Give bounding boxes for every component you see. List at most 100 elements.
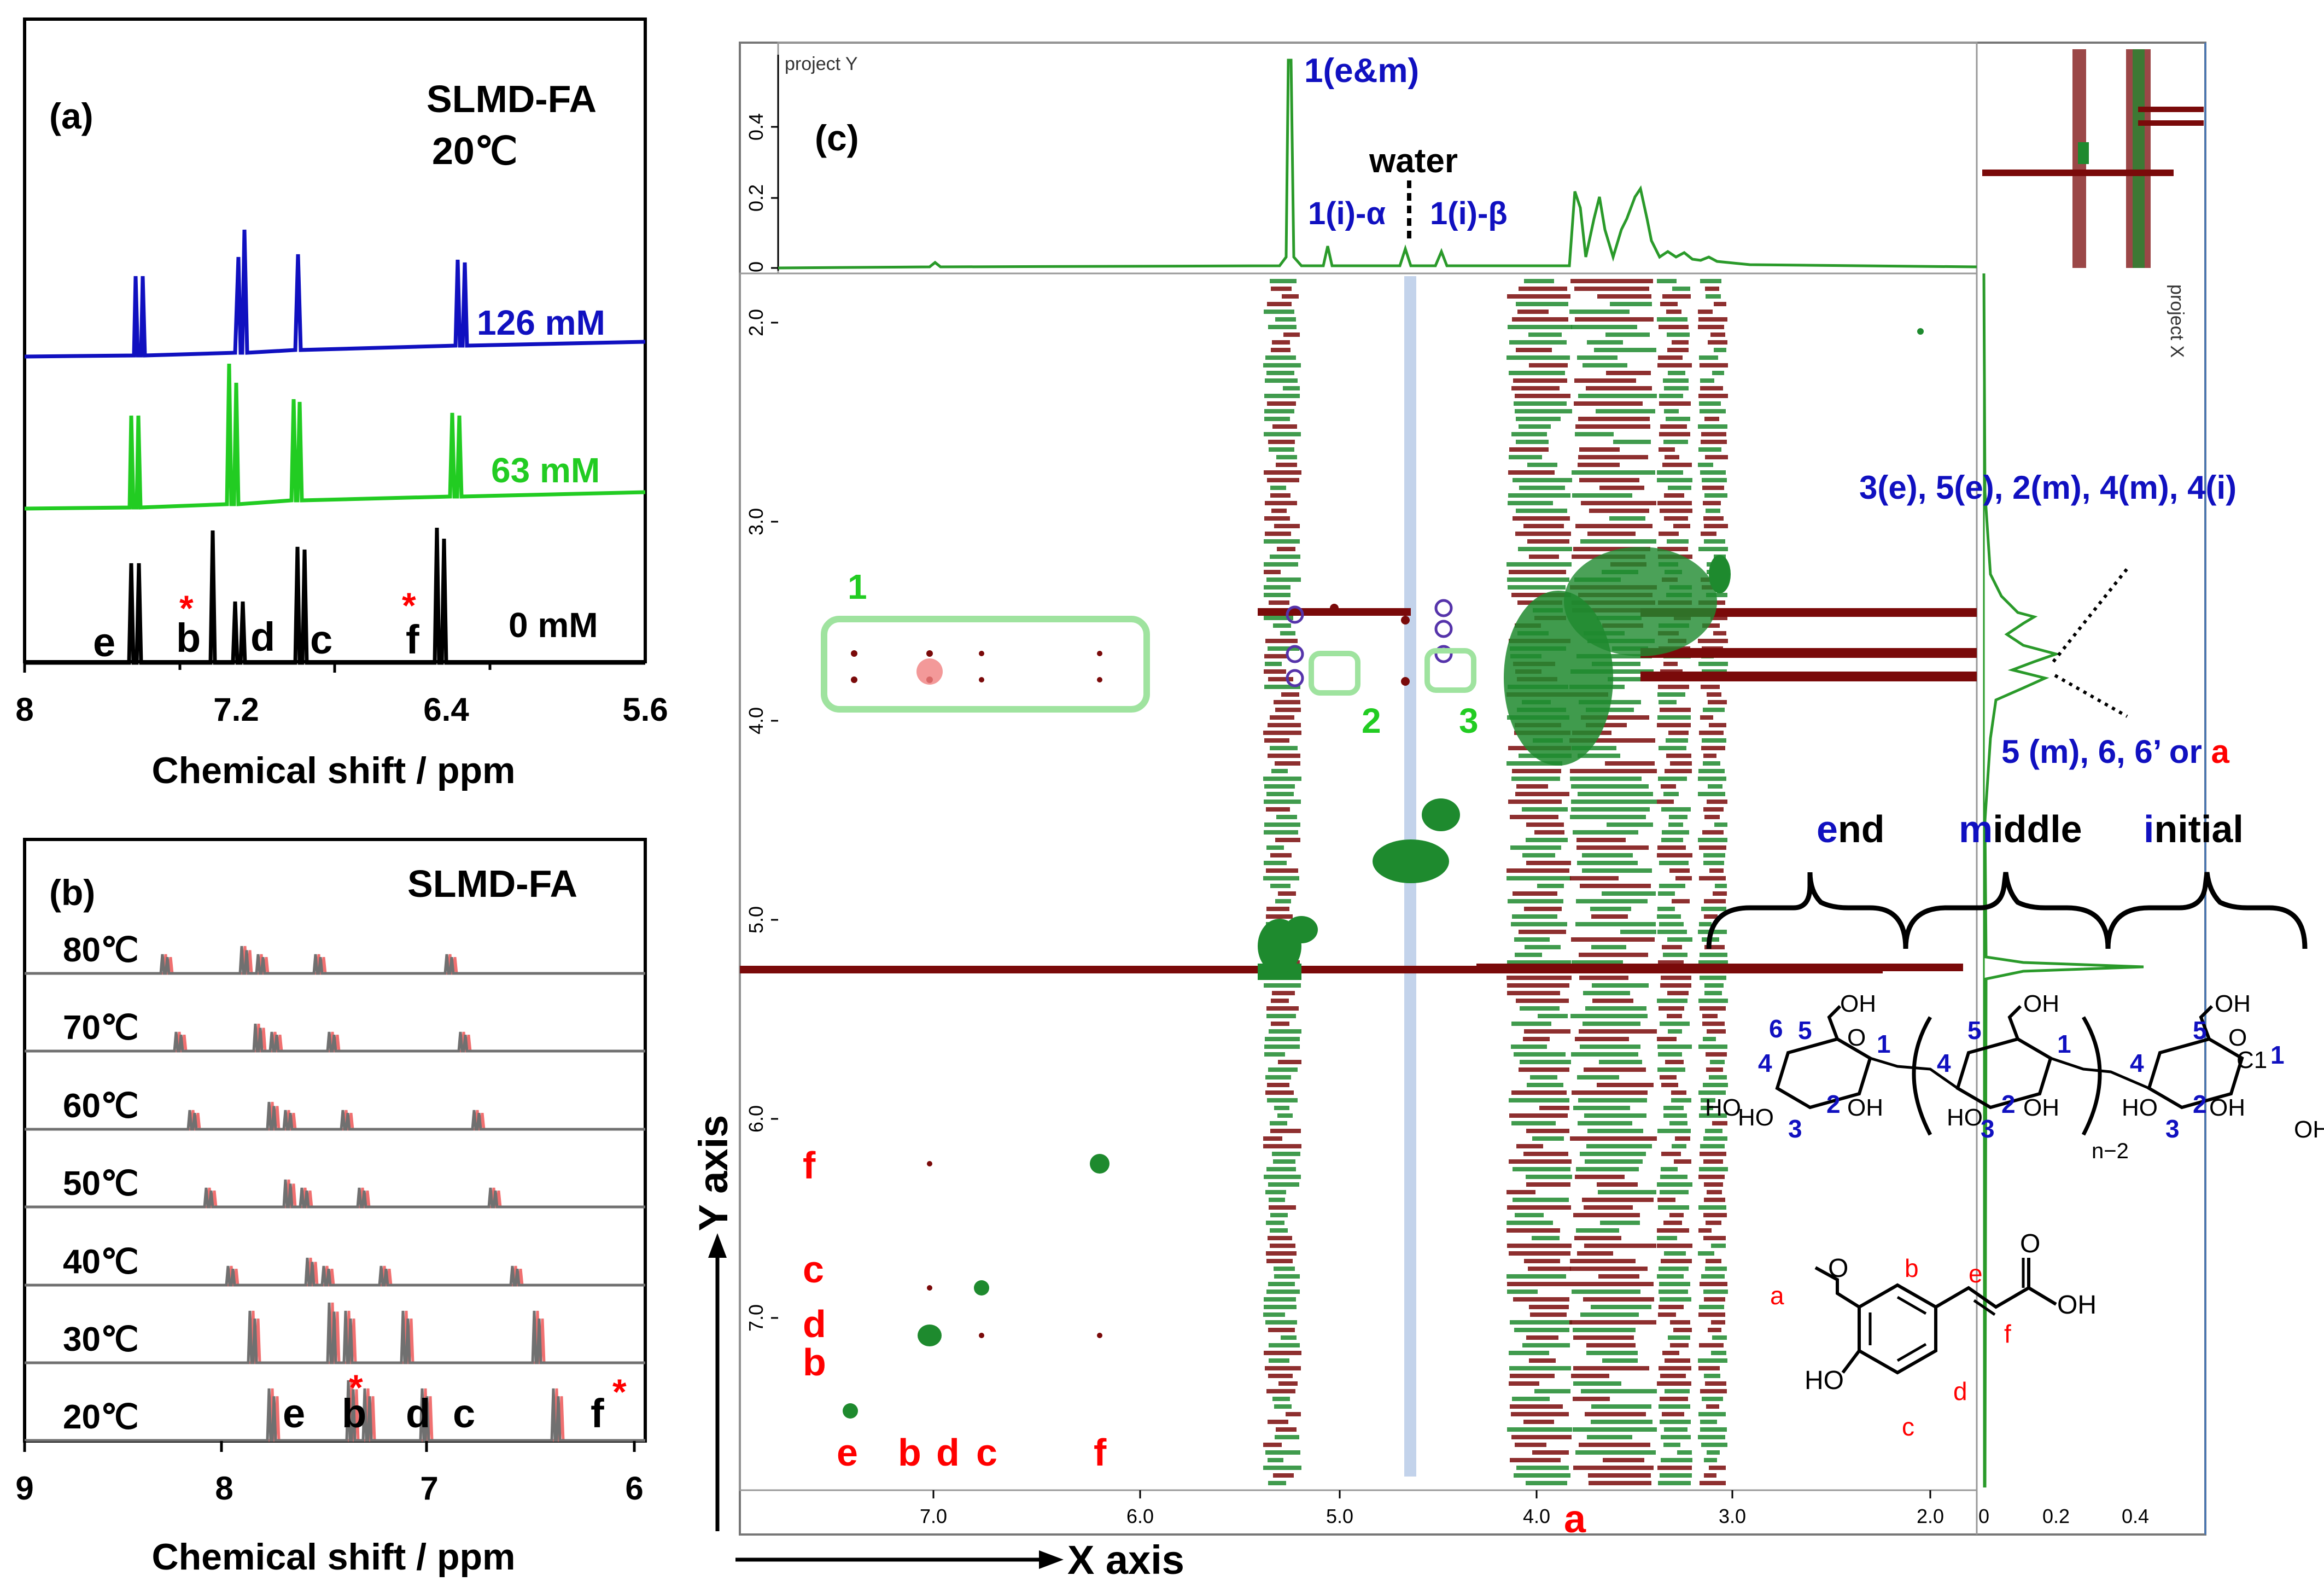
streak-segment: [1675, 876, 1692, 880]
streak-segment: [1705, 1267, 1727, 1271]
streak-segment: [1263, 731, 1301, 735]
streak-segment: [1511, 386, 1560, 390]
label-end-text: nd: [1838, 808, 1885, 850]
c3-mid: 3: [1981, 1115, 1995, 1143]
streak-segment: [1576, 899, 1648, 903]
streak-segment: [1582, 853, 1633, 857]
streak-segment: [1705, 455, 1728, 459]
purple-markers: [1286, 599, 1453, 687]
streak-segment: [1671, 1090, 1686, 1095]
streak-segment: [1266, 1259, 1293, 1263]
streak-segment: [1706, 1259, 1721, 1263]
streak-segment: [1660, 1374, 1686, 1378]
streak-segment: [1264, 1305, 1297, 1309]
streak-segment: [1664, 1251, 1686, 1256]
streak-segment: [1657, 692, 1685, 697]
streak-segment: [1675, 1136, 1690, 1141]
streak-segment: [1573, 1106, 1630, 1110]
panel-a-xtick: 5.6: [622, 691, 668, 728]
streak-segment: [1268, 325, 1297, 329]
streak-segment: [1268, 1481, 1286, 1485]
streak-segment: [1576, 845, 1649, 850]
streak-segment: [1529, 1358, 1556, 1363]
streak-segment: [1698, 999, 1728, 1003]
streak-segment: [1570, 1259, 1636, 1263]
streak-segment: [1661, 1167, 1678, 1171]
streak-segment: [1510, 1458, 1561, 1462]
streak-segment: [1509, 455, 1542, 459]
streak-segment: [1272, 1152, 1300, 1156]
streak-segment: [1271, 287, 1292, 291]
streak-segment: [1507, 294, 1570, 299]
streak-segment: [1662, 294, 1691, 299]
streak-segment: [1529, 363, 1568, 367]
streak-segment: [1667, 1014, 1682, 1018]
streak-segment: [1511, 1435, 1572, 1439]
c5-mid: 5: [1967, 1016, 1982, 1045]
streak-segment: [1509, 340, 1567, 345]
streak-segment: [1572, 470, 1655, 475]
streak-segment: [1660, 1022, 1690, 1026]
streak-segment: [1704, 539, 1725, 544]
streak-segment: [1698, 777, 1726, 781]
streak-segment: [1271, 509, 1287, 513]
streak-segment: [1576, 654, 1652, 658]
highlight-dot: [916, 658, 943, 685]
ferulic-ho: HO: [1805, 1366, 1844, 1395]
streak-segment: [1583, 1022, 1640, 1026]
streak-segment: [1532, 1136, 1564, 1141]
c5-init: 5: [2193, 1016, 2207, 1045]
streak-segment: [1513, 1198, 1569, 1202]
streak-segment: [1571, 784, 1649, 789]
streak-segment: [1266, 1251, 1297, 1256]
streak-segment: [1512, 317, 1568, 322]
ferulic-c: c: [1902, 1413, 1914, 1441]
streak-segment: [1267, 1098, 1298, 1102]
streak-segment: [1527, 463, 1557, 467]
streak-segment: [1264, 432, 1301, 436]
streak-segment: [1702, 1022, 1725, 1026]
streak-segment: [1659, 1006, 1684, 1011]
streak-segment: [1698, 838, 1727, 842]
streak-segment: [1660, 1175, 1687, 1179]
streak-segment: [1587, 532, 1636, 536]
streak-segment: [1265, 532, 1291, 536]
o-end: O: [1847, 1024, 1866, 1051]
temp-label-70: 70℃: [63, 1009, 139, 1047]
streak-segment: [1516, 348, 1552, 352]
streak-segment: [1698, 1412, 1726, 1416]
streak-segment: [1523, 1420, 1554, 1424]
streak-segment: [1569, 1320, 1656, 1325]
streak-segment: [1272, 340, 1290, 345]
streak-segment: [1265, 378, 1298, 383]
streak-segment: [1710, 332, 1725, 337]
streak-segment: [1704, 1458, 1717, 1462]
panel-b-sample: SLMD-FA: [407, 862, 577, 905]
streak-segment: [1700, 1420, 1717, 1424]
streak-segment: [1704, 815, 1720, 819]
streak-segment: [1597, 1083, 1654, 1087]
proj-y-axis: [771, 55, 779, 271]
streak-segment: [1700, 470, 1726, 475]
streak-segment: [1666, 738, 1688, 743]
streak-segment: [1701, 432, 1726, 436]
streak-segment: [1708, 784, 1722, 789]
streak-segment: [1588, 1473, 1651, 1478]
streak-segment: [1524, 1029, 1570, 1034]
streak-segment: [1659, 1290, 1688, 1294]
streak-segment: [1509, 570, 1566, 574]
streak-segment: [1660, 302, 1678, 306]
streak-segment: [1703, 807, 1724, 812]
streak-segment: [1704, 1182, 1723, 1187]
b-peak-asterisk-b: *: [349, 1367, 363, 1408]
streak-segment: [1263, 1144, 1301, 1148]
streak-segment: [1706, 593, 1727, 597]
streak-segment: [1586, 1343, 1636, 1347]
projection-y-spectrum: [778, 59, 1977, 270]
streak-segment: [1698, 310, 1713, 314]
c3-init: 3: [2165, 1115, 2180, 1143]
streak-segment: [1278, 1060, 1301, 1064]
streak-segment: [1524, 1259, 1560, 1263]
streak-segment: [1667, 539, 1689, 544]
streak-segment: [1275, 899, 1291, 903]
